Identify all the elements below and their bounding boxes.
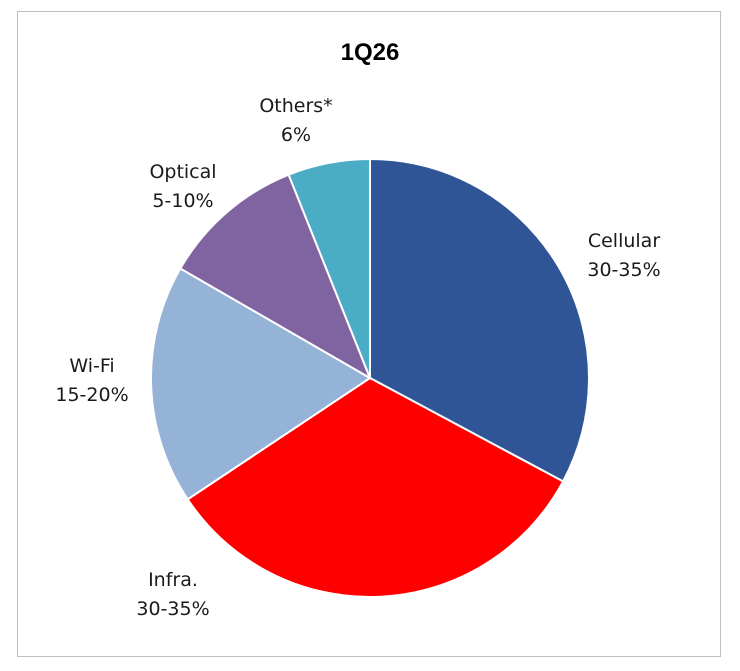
pie-slice-cellular [369, 157, 590, 483]
slice-name-label: Cellular [588, 230, 660, 252]
pie-slice-infra [186, 376, 565, 598]
slice-value-label: 15-20% [55, 384, 128, 406]
slice-value-label: 5-10% [152, 190, 213, 212]
slice-name-label: Infra. [148, 569, 198, 591]
labels-layer: Cellular 30-35% Infra. 30-35% Wi-Fi 15-20% Opt… [55, 95, 660, 620]
slices-layer [150, 157, 590, 598]
slice-name-label: Optical [149, 161, 216, 183]
slice-name-label: Wi-Fi [69, 355, 114, 377]
chart-title: 1Q26 [341, 39, 400, 66]
pie-slice-optical [178, 173, 373, 381]
slice-value-label: 30-35% [587, 259, 660, 281]
slice-name-label: Others* [259, 95, 332, 117]
slice-value-label: 6% [281, 124, 311, 146]
slice-value-label: 30-35% [136, 598, 209, 620]
pie-slice-others [287, 157, 371, 379]
pie-slice-wi-fi [150, 267, 372, 501]
